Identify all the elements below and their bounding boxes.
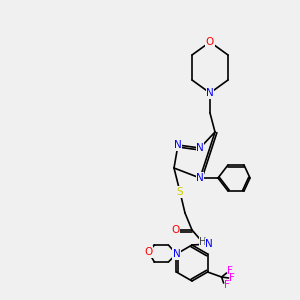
Text: O: O [206,37,214,47]
Text: O: O [144,247,152,257]
Text: S: S [177,187,183,197]
Text: N: N [174,140,182,150]
Text: H: H [199,237,207,247]
Text: F: F [229,273,235,283]
Text: N: N [196,143,204,153]
Text: N: N [172,249,180,259]
Text: F: F [227,266,233,276]
Text: N: N [205,239,213,249]
Text: F: F [224,280,230,290]
Text: N: N [206,88,214,98]
Text: N: N [196,173,204,183]
Text: O: O [171,225,179,235]
